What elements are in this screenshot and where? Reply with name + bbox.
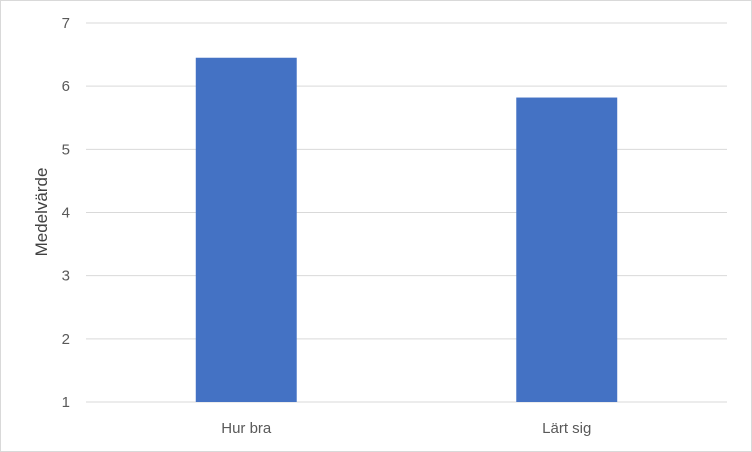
y-tick-label: 1 bbox=[62, 394, 70, 411]
y-axis-ticks: 1 2 3 4 5 6 7 bbox=[62, 15, 70, 411]
gridlines bbox=[86, 22, 727, 403]
y-tick-label: 5 bbox=[62, 141, 70, 158]
y-tick-label: 3 bbox=[62, 268, 70, 285]
y-tick-label: 2 bbox=[62, 331, 70, 348]
y-tick-label: 4 bbox=[62, 205, 70, 222]
y-axis-label: Medelvärde bbox=[32, 168, 51, 257]
y-tick-label: 6 bbox=[62, 78, 70, 95]
y-tick-label: 7 bbox=[62, 15, 70, 32]
bar bbox=[195, 57, 297, 402]
x-tick-label: Lärt sig bbox=[542, 420, 591, 437]
x-axis-ticks: Hur bra Lärt sig bbox=[221, 420, 591, 437]
x-tick-label: Hur bra bbox=[221, 420, 272, 437]
bar bbox=[516, 97, 618, 402]
bars bbox=[195, 57, 618, 402]
